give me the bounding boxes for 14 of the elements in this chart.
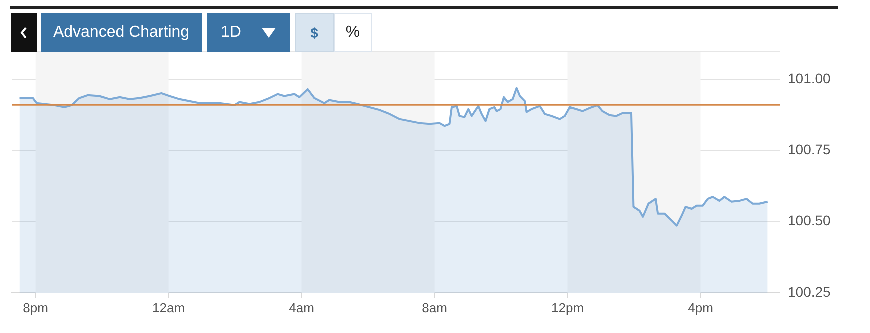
x-tick-label: 4pm <box>688 300 714 316</box>
x-tick-label: 4am <box>289 300 314 316</box>
x-tick-label: 12am <box>152 300 186 316</box>
x-tick-label: 8am <box>422 300 448 316</box>
x-tick-label: 8pm <box>23 300 48 316</box>
y-tick-label: 100.75 <box>788 142 832 158</box>
y-tick-label: 100.50 <box>788 212 832 229</box>
x-tick-label: 12pm <box>552 300 584 316</box>
text: % <box>346 24 360 42</box>
y-tick-label: 100.25 <box>788 284 832 300</box>
text: $ <box>310 24 318 40</box>
text: Advanced Charting <box>53 24 190 42</box>
text: 1D <box>221 24 242 42</box>
y-tick-label: 101.00 <box>788 70 832 86</box>
